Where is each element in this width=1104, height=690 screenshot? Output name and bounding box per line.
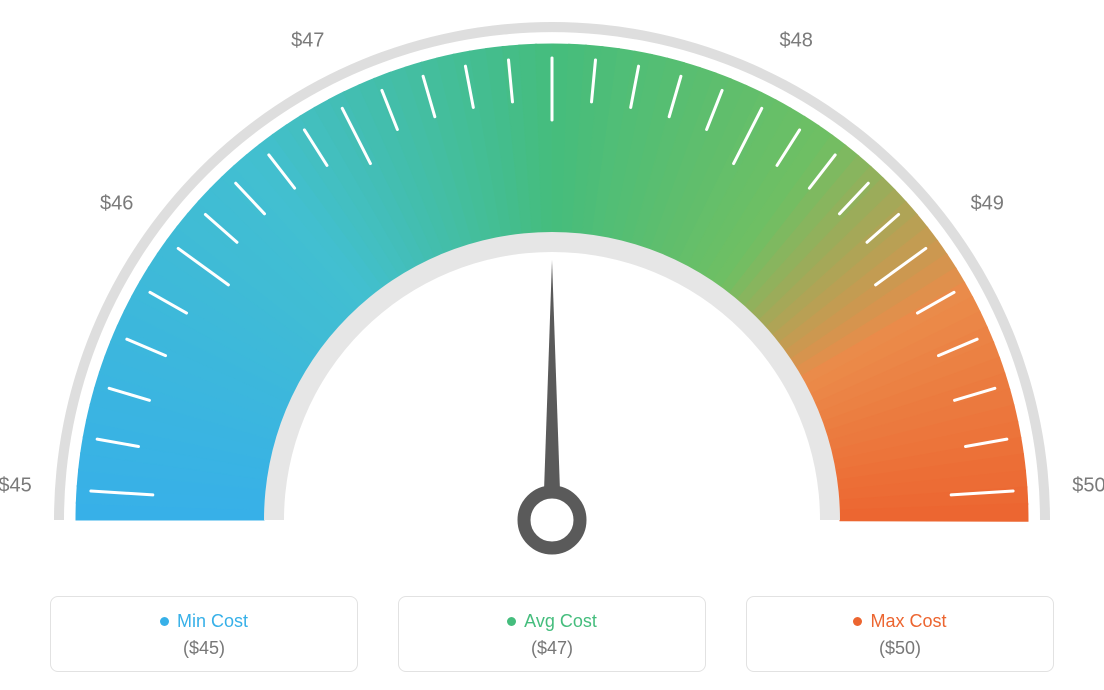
gauge-svg [0,0,1104,580]
gauge-area: $45$46$47$47$48$49$50 [0,0,1104,580]
legend-card-min: Min Cost ($45) [50,596,358,672]
legend-max-top: Max Cost [853,611,946,632]
legend-row: Min Cost ($45) Avg Cost ($47) Max Cost (… [0,596,1104,672]
legend-dot-min [160,617,169,626]
gauge-label-2: $47 [291,29,324,52]
legend-max-label: Max Cost [870,611,946,632]
legend-min-value: ($45) [183,638,225,659]
legend-avg-label: Avg Cost [524,611,597,632]
legend-dot-max [853,617,862,626]
gauge-label-6: $50 [1072,475,1104,498]
chart-container: $45$46$47$47$48$49$50 Min Cost ($45) Avg… [0,0,1104,690]
legend-card-avg: Avg Cost ($47) [398,596,706,672]
legend-avg-top: Avg Cost [507,611,597,632]
legend-max-value: ($50) [879,638,921,659]
legend-card-max: Max Cost ($50) [746,596,1054,672]
gauge-label-4: $48 [780,29,813,52]
gauge-label-1: $46 [100,192,133,215]
gauge-label-5: $49 [971,192,1004,215]
legend-min-label: Min Cost [177,611,248,632]
gauge-label-0: $45 [0,475,32,498]
legend-min-top: Min Cost [160,611,248,632]
legend-dot-avg [507,617,516,626]
legend-avg-value: ($47) [531,638,573,659]
